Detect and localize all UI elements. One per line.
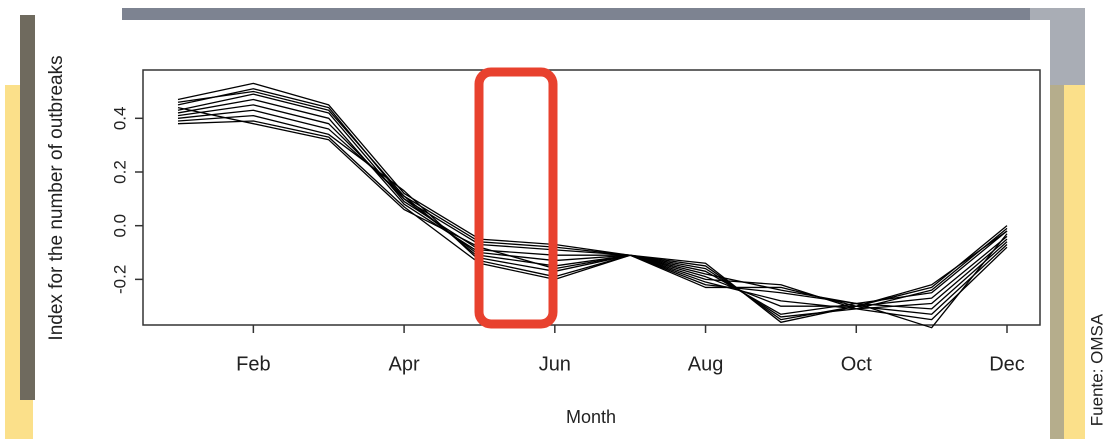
x-tick-label: Oct bbox=[841, 353, 873, 375]
x-tick-label: Jun bbox=[539, 353, 571, 375]
source-note: Fuente: OMSA bbox=[1087, 313, 1106, 426]
y-tick-label: 0.4 bbox=[110, 106, 129, 130]
series-line bbox=[177, 120, 1008, 329]
series-line bbox=[177, 106, 1008, 318]
decor-bar bbox=[20, 15, 35, 400]
series-line bbox=[177, 88, 1008, 315]
series-line bbox=[177, 114, 1008, 321]
x-tick-label: Apr bbox=[389, 353, 420, 375]
y-tick-label: 0.2 bbox=[110, 160, 129, 184]
decor-bar bbox=[1050, 85, 1064, 439]
y-tick-label: -0.2 bbox=[110, 265, 129, 294]
highlight-box bbox=[474, 67, 558, 329]
chart-panel bbox=[35, 20, 1050, 439]
x-tick-label: Feb bbox=[236, 353, 270, 375]
y-tick-label: 0.0 bbox=[110, 214, 129, 238]
x-tick-label: Dec bbox=[989, 353, 1025, 375]
x-tick-label: Aug bbox=[688, 353, 724, 375]
y-axis-label: Index for the number of outbreaks bbox=[46, 55, 67, 340]
plot-frame bbox=[142, 69, 1041, 326]
x-axis-label: Month bbox=[566, 407, 616, 427]
series-line bbox=[177, 104, 1008, 310]
decor-bar bbox=[122, 8, 1030, 20]
series-line bbox=[177, 90, 1008, 323]
